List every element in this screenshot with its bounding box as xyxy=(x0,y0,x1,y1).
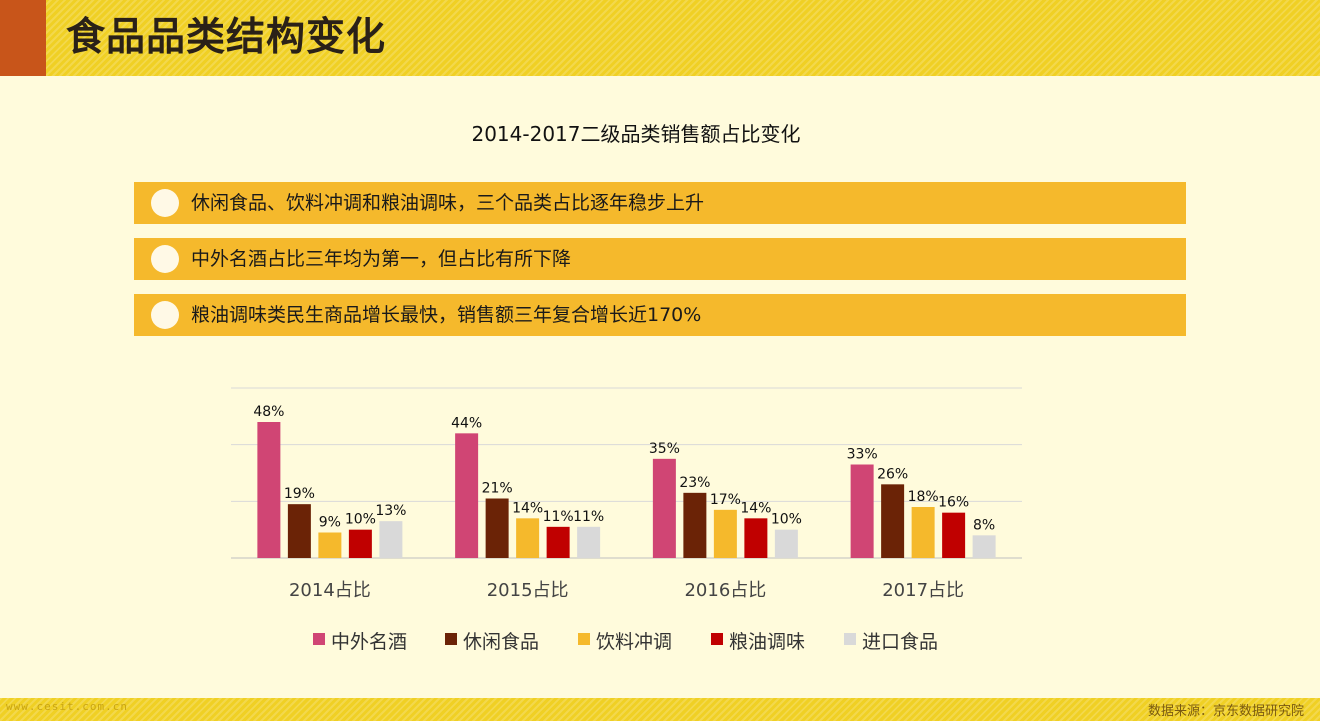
bar xyxy=(516,518,540,558)
note-item-3: 粮油调味类民生商品增长最快，销售额三年复合增长近170% xyxy=(134,294,1186,336)
data-label: 10% xyxy=(771,512,802,528)
bullet-circle-icon xyxy=(151,189,179,217)
bullet-circle-icon xyxy=(151,301,179,329)
x-tick-label: 2014占比 xyxy=(289,580,371,601)
note-text: 休闲食品、饮料冲调和粮油调味，三个品类占比逐年稳步上升 xyxy=(191,192,705,214)
legend-swatch xyxy=(711,633,723,645)
legend-label: 粮油调味 xyxy=(729,631,805,653)
bar xyxy=(652,458,676,558)
bar xyxy=(485,498,509,558)
x-tick-label: 2015占比 xyxy=(487,580,569,601)
legend-swatch xyxy=(445,633,457,645)
note-item-2: 中外名酒占比三年均为第一，但占比有所下降 xyxy=(134,238,1186,280)
note-text: 粮油调味类民生商品增长最快，销售额三年复合增长近170% xyxy=(191,304,702,326)
data-label: 35% xyxy=(649,441,680,457)
data-label: 48% xyxy=(253,404,284,420)
bar xyxy=(850,464,874,558)
footer-bar: www.cesit.com.cn 数据来源：京东数据研究院 xyxy=(0,698,1320,721)
data-label: 33% xyxy=(847,447,878,463)
bar xyxy=(683,492,707,558)
bar xyxy=(713,509,737,558)
x-tick-label: 2017占比 xyxy=(882,580,964,601)
data-label: 23% xyxy=(679,475,710,491)
data-label: 11% xyxy=(573,509,604,525)
x-tick-label: 2016占比 xyxy=(684,580,766,601)
bar xyxy=(911,507,935,558)
data-label: 11% xyxy=(543,509,574,525)
watermark-text: www.cesit.com.cn xyxy=(6,700,128,713)
data-label: 14% xyxy=(512,500,543,516)
data-label: 17% xyxy=(710,492,741,508)
bar xyxy=(348,529,372,558)
bar xyxy=(455,433,479,558)
legend-swatch xyxy=(844,633,856,645)
note-text: 中外名酒占比三年均为第一，但占比有所下降 xyxy=(191,248,572,270)
bar xyxy=(881,484,905,558)
data-label: 19% xyxy=(284,486,315,502)
bar xyxy=(546,526,570,558)
data-label: 16% xyxy=(938,495,969,511)
data-label: 26% xyxy=(877,466,908,482)
header-bar: 食品品类结构变化 xyxy=(0,0,1320,76)
chart-title: 2014-2017二级品类销售额占比变化 xyxy=(471,122,801,146)
bar xyxy=(774,529,798,558)
data-label: 10% xyxy=(345,512,376,528)
bar xyxy=(972,535,996,558)
legend-label: 中外名酒 xyxy=(331,631,407,653)
bar xyxy=(287,504,311,558)
bar xyxy=(744,518,768,558)
bar xyxy=(379,521,403,558)
data-label: 21% xyxy=(482,481,513,497)
header-accent-block xyxy=(0,0,46,76)
data-label: 44% xyxy=(451,415,482,431)
bullet-circle-icon xyxy=(151,245,179,273)
data-label: 18% xyxy=(908,489,939,505)
bar xyxy=(942,512,966,558)
legend-label: 饮料冲调 xyxy=(596,631,672,653)
bar xyxy=(257,422,281,558)
page-title: 食品品类结构变化 xyxy=(66,15,387,60)
data-source: 数据来源：京东数据研究院 xyxy=(1147,704,1304,719)
bar xyxy=(318,532,342,558)
data-label: 13% xyxy=(375,503,406,519)
data-label: 8% xyxy=(973,517,995,533)
bar xyxy=(577,526,601,558)
legend-label: 进口食品 xyxy=(862,631,938,653)
legend-swatch xyxy=(578,633,590,645)
legend-label: 休闲食品 xyxy=(463,631,539,653)
legend-swatch xyxy=(313,633,325,645)
data-label: 9% xyxy=(319,515,341,531)
note-item-1: 休闲食品、饮料冲调和粮油调味，三个品类占比逐年稳步上升 xyxy=(134,182,1186,224)
data-label: 14% xyxy=(740,500,771,516)
